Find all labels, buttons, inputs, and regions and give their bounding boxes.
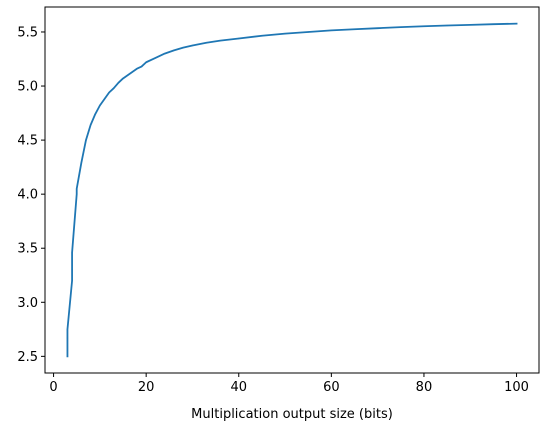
data-point	[94, 113, 96, 115]
data-point	[145, 61, 147, 63]
y-tick-label: 3.5	[17, 242, 38, 257]
data-point	[127, 74, 129, 76]
data-point	[191, 44, 194, 47]
data-point	[71, 269, 73, 271]
data-point	[113, 87, 115, 89]
data-point	[103, 98, 106, 100]
data-point	[219, 40, 221, 42]
data-point	[400, 26, 402, 28]
data-point	[492, 23, 494, 25]
x-tick-label: 60	[323, 380, 340, 395]
y-tick-label: 4.5	[17, 134, 38, 149]
data-point	[99, 104, 101, 107]
y-tick-label: 3.0	[17, 296, 38, 311]
data-point	[80, 162, 82, 164]
data-point	[108, 91, 110, 94]
data-point	[66, 328, 69, 330]
data-point	[205, 42, 207, 44]
x-tick-label: 80	[416, 380, 433, 395]
y-tick-label: 5.5	[17, 25, 38, 40]
data-point	[261, 35, 263, 37]
data-point	[154, 57, 157, 59]
data-point	[284, 32, 286, 35]
data-point	[164, 53, 166, 55]
data-point	[76, 193, 78, 195]
data-point	[173, 49, 175, 51]
data-point	[423, 25, 425, 27]
data-point	[136, 68, 138, 70]
data-point	[66, 355, 69, 357]
data-point	[446, 24, 448, 27]
x-tick-label: 40	[230, 380, 247, 395]
x-tick-label: 20	[138, 380, 155, 395]
y-tick-label: 2.5	[17, 350, 38, 365]
data-point	[71, 251, 73, 254]
y-tick-label: 4.0	[17, 188, 38, 203]
data-point	[469, 24, 471, 26]
data-point	[122, 77, 124, 80]
x-tick-label: 100	[504, 380, 529, 395]
data-point	[71, 280, 73, 282]
y-tick-label: 5.0	[17, 80, 38, 95]
data-points	[66, 23, 518, 357]
x-axis-ticks: 0 20 40 60 80 100	[49, 373, 529, 395]
data-point	[307, 31, 309, 33]
data-point	[515, 23, 518, 25]
data-point	[182, 47, 184, 49]
data-point	[330, 29, 332, 31]
data-point	[238, 37, 240, 40]
data-point	[85, 139, 87, 141]
x-tick-label: 0	[49, 380, 57, 395]
data-point	[76, 188, 78, 190]
data-point	[66, 337, 69, 339]
data-point	[117, 82, 119, 84]
data-point	[140, 65, 143, 68]
data-point	[353, 28, 356, 30]
data-point	[90, 124, 92, 126]
data-point	[377, 27, 379, 29]
plot-background	[45, 7, 539, 373]
x-axis-label: Multiplication output size (bits)	[191, 407, 393, 422]
data-point	[131, 71, 133, 73]
y-axis-ticks: 2.5 3.0 3.5 4.0 4.5 5.0 5.5	[17, 25, 45, 365]
plot-frame	[44, 6, 540, 374]
